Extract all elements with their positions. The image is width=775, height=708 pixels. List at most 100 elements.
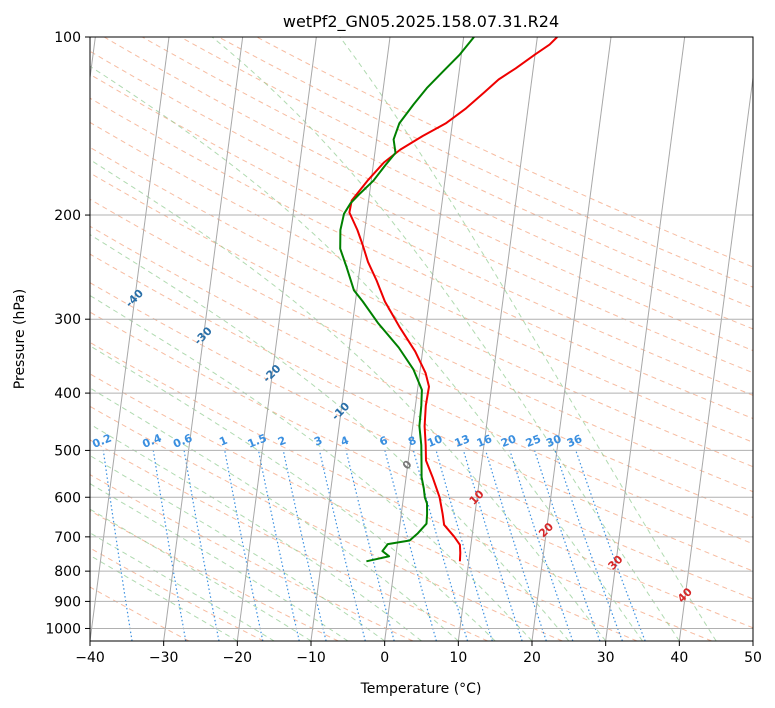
plot-frame xyxy=(89,36,754,642)
moist-adiabat-line xyxy=(90,234,570,641)
moist-adiabat-line xyxy=(90,554,238,641)
dry-adiabat-line xyxy=(90,311,753,629)
y-tick-label: 900 xyxy=(54,594,81,610)
dry-adiabat-line xyxy=(90,146,753,468)
mixing-ratio-line xyxy=(224,450,264,641)
mixing-ratio-line xyxy=(318,450,366,641)
chart-title: wetPf2_GN05.2025.158.07.31.R24 xyxy=(283,12,559,32)
mixing-ratio-label: 25 xyxy=(524,432,543,450)
x-tick-label: 20 xyxy=(523,650,541,666)
mixing-ratio-line xyxy=(257,450,300,641)
moist-adiabat-line xyxy=(90,455,385,641)
mixing-ratio-label: 4 xyxy=(339,434,351,449)
dry-adiabat-label: -10 xyxy=(329,399,352,422)
dry-adiabat-line xyxy=(90,73,753,396)
y-tick-label: 100 xyxy=(54,30,81,46)
mixing-ratio-label: 3 xyxy=(312,434,324,449)
mixing-ratio-line xyxy=(384,450,437,641)
y-tick-label: 800 xyxy=(54,564,81,580)
moist-adiabat-label: 10 xyxy=(467,487,487,507)
mixing-ratio-label: 13 xyxy=(453,432,472,450)
mixing-ratio-label: 6 xyxy=(378,434,390,449)
mixing-ratio-label: 10 xyxy=(425,432,444,450)
moist-adiabat-line xyxy=(211,37,680,641)
moist-adiabat-line xyxy=(90,483,349,641)
x-tick-label: −10 xyxy=(296,650,326,666)
dry-adiabat-label: -60 xyxy=(0,211,9,234)
mixing-ratio-label: 36 xyxy=(565,432,584,450)
x-tick-label: −40 xyxy=(75,650,105,666)
y-tick-label: 300 xyxy=(54,312,81,328)
x-tick-label: −30 xyxy=(149,650,179,666)
mixing-ratio-label: 16 xyxy=(475,432,494,450)
moist-adiabat-line xyxy=(90,532,275,641)
moist-adiabat-line xyxy=(90,159,607,641)
mixing-ratio-label: 30 xyxy=(544,432,563,450)
dry-adiabat-label: -30 xyxy=(192,324,215,347)
mixing-ratio-line xyxy=(462,450,523,641)
isotherm-line xyxy=(90,37,96,82)
x-tick-label: 30 xyxy=(597,650,615,666)
mixing-ratio-line xyxy=(534,450,601,641)
mixing-ratio-label: 20 xyxy=(499,432,518,450)
mixing-ratio-line xyxy=(509,450,574,641)
mixing-ratio-line xyxy=(282,450,327,641)
dry-adiabat-line xyxy=(90,282,753,600)
mixing-ratio-line xyxy=(485,450,547,641)
mixing-ratio-line xyxy=(435,450,493,641)
dry-adiabat-line xyxy=(90,405,563,641)
y-axis-label: Pressure (hPa) xyxy=(12,289,28,389)
mixing-ratio-label: 8 xyxy=(406,434,418,449)
moist-adiabat-line xyxy=(90,65,643,641)
dry-adiabat-line xyxy=(90,50,753,374)
dry-adiabat-label: -40 xyxy=(123,287,146,310)
dry-adiabat-line xyxy=(90,225,753,545)
isotherm-line xyxy=(605,37,686,641)
y-tick-label: 1000 xyxy=(45,621,81,637)
mixing-ratio-label: 0.4 xyxy=(141,431,164,450)
dry-adiabat-line xyxy=(90,253,753,572)
dry-adiabat-line xyxy=(90,172,753,493)
isotherm-line xyxy=(90,37,170,641)
mixing-ratio-label: 1.5 xyxy=(246,431,269,450)
dewpoint-line xyxy=(339,37,475,563)
dry-adiabat-line xyxy=(217,37,753,288)
x-tick-label: 0 xyxy=(380,650,389,666)
mixing-ratio-label: 1 xyxy=(217,434,229,449)
moist-adiabat-label: 0 xyxy=(400,458,415,473)
moist-adiabat-line xyxy=(90,294,533,641)
dry-adiabat-line xyxy=(90,341,712,641)
isotherm-line xyxy=(752,637,753,641)
isotherm-line xyxy=(457,37,538,641)
background-lines xyxy=(90,37,753,641)
mixing-ratio-line xyxy=(554,450,623,641)
y-tick-label: 500 xyxy=(54,443,81,459)
mixing-ratio-line xyxy=(575,450,646,641)
x-tick-label: 50 xyxy=(744,650,762,666)
axis-ticks: −40 −30 −20 −10 0 10 20 30 40 5010020030040050060… xyxy=(45,30,762,666)
x-tick-label: 40 xyxy=(670,650,688,666)
mixing-ratio-line xyxy=(183,450,220,641)
y-tick-label: 400 xyxy=(54,386,81,402)
series-lines xyxy=(339,37,558,563)
dry-adiabat-line xyxy=(90,373,638,641)
x-axis-label: Temperature (°C) xyxy=(360,681,482,697)
dry-adiabat-line xyxy=(90,439,488,641)
isotherm-line xyxy=(531,37,612,641)
mixing-ratio-line xyxy=(102,450,133,641)
isotherm-line xyxy=(163,37,244,641)
isotherm-line xyxy=(384,37,465,641)
moist-adiabat-line xyxy=(339,37,717,641)
dry-adiabat-line xyxy=(141,37,753,330)
isotherm-line xyxy=(678,73,753,641)
temperature-line xyxy=(348,37,558,562)
dry-adiabat-line xyxy=(90,586,190,641)
x-tick-label: 10 xyxy=(449,650,467,666)
dry-adiabat-label: -50 xyxy=(54,249,77,272)
y-tick-label: 600 xyxy=(54,490,81,506)
dry-adiabat-line xyxy=(90,547,264,641)
mixing-ratio-label: 0.2 xyxy=(91,431,114,450)
moist-adiabat-line xyxy=(90,387,459,641)
x-tick-label: −20 xyxy=(223,650,253,666)
